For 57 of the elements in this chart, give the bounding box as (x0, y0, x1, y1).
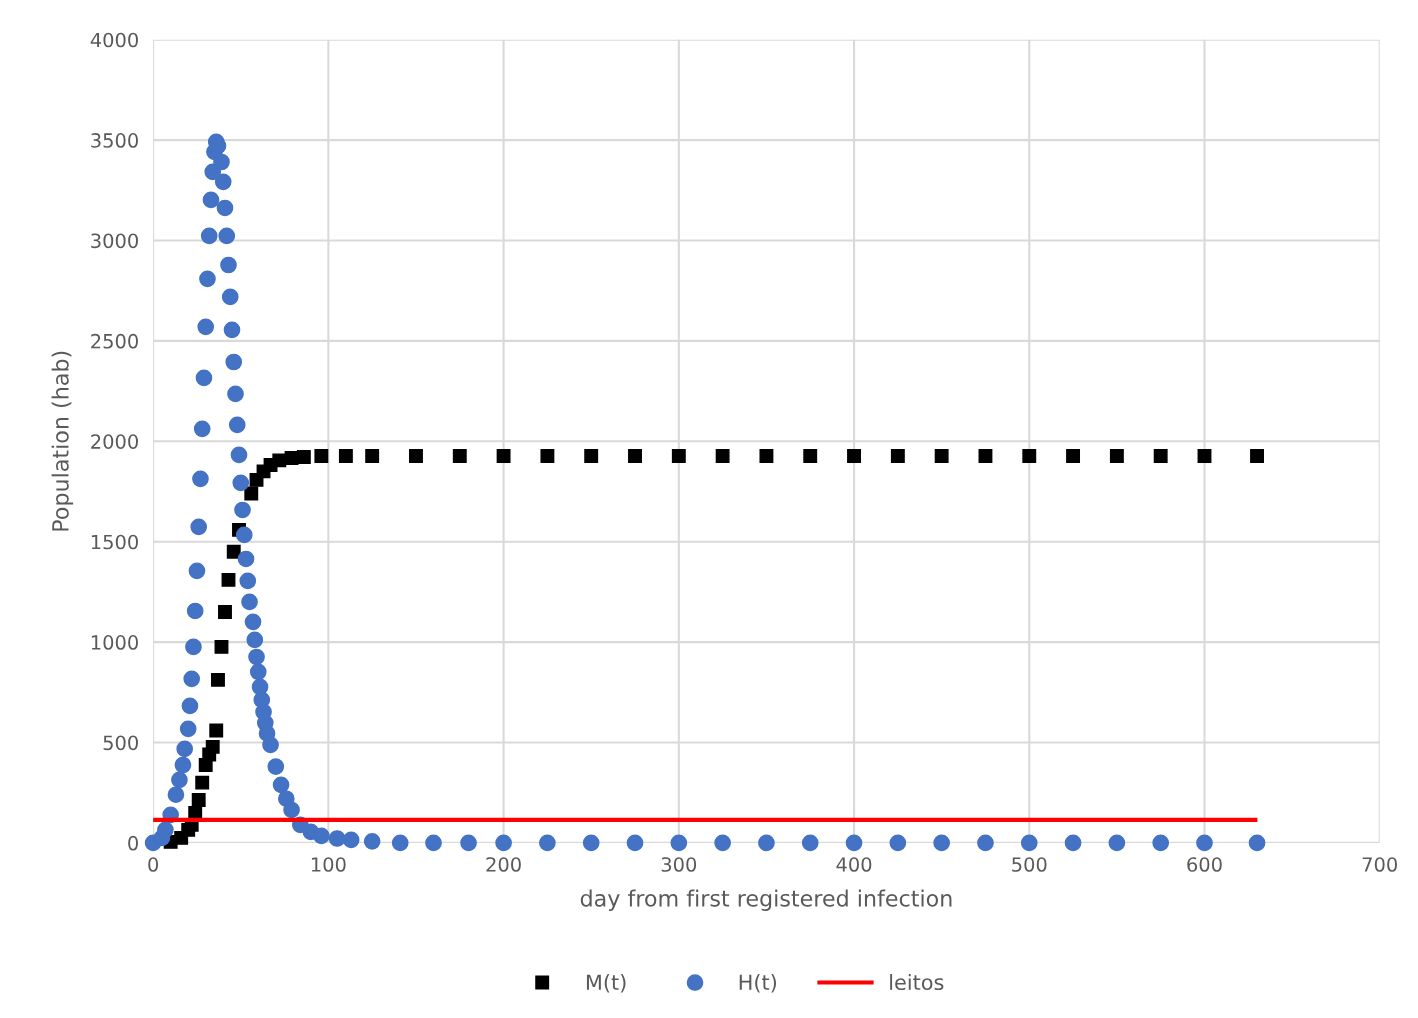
y-axis-title: Population (hab) (51, 351, 74, 531)
x-tick-label: 200 (486, 857, 521, 872)
point (1197, 449, 1212, 463)
point (978, 449, 993, 463)
point (671, 449, 686, 463)
point (628, 449, 642, 463)
y-tick-label: 500 (103, 735, 138, 751)
y-tick-label: 1000 (91, 635, 138, 650)
point (365, 449, 380, 463)
point (540, 449, 555, 463)
point (314, 449, 329, 463)
legend-label: M(t) (586, 974, 626, 993)
point (205, 739, 220, 754)
point (496, 449, 511, 463)
point (1066, 449, 1081, 463)
y-tick-label: 3000 (91, 233, 138, 249)
point (847, 449, 861, 463)
point (244, 486, 259, 501)
point (296, 450, 311, 464)
point (272, 453, 287, 468)
y-tick-label: 3500 (91, 133, 138, 148)
point (211, 672, 225, 687)
point (759, 449, 774, 463)
y-tick-label: 1500 (91, 534, 138, 550)
point (221, 572, 236, 587)
point (338, 449, 353, 463)
point (214, 639, 229, 654)
x-axis-title: day from first registered infection (580, 889, 952, 912)
point (890, 449, 905, 463)
x-tick-label: 0 (148, 857, 159, 872)
point (226, 544, 241, 559)
y-tick-label: 0 (128, 835, 138, 851)
point (1022, 449, 1037, 463)
point (452, 449, 467, 463)
point (409, 449, 423, 463)
point (1153, 449, 1168, 463)
point (195, 775, 210, 790)
point (1109, 449, 1124, 463)
y-tick-label: 2500 (91, 333, 138, 349)
y-tick-label: 4000 (90, 32, 138, 48)
legend-label: H(t) (739, 974, 777, 993)
x-tick-label: 100 (311, 857, 346, 872)
point (191, 792, 206, 807)
point (209, 723, 224, 738)
point (715, 449, 730, 463)
point (584, 449, 599, 463)
x-tick-label: 700 (1362, 857, 1397, 872)
x-tick-label: 400 (836, 857, 872, 872)
y-tick-label: 2000 (91, 434, 138, 449)
legend-label: leitos (890, 974, 944, 991)
point (934, 449, 949, 463)
point (1250, 449, 1265, 463)
point (803, 449, 818, 463)
x-tick-label: 300 (661, 857, 697, 872)
x-tick-label: 500 (1012, 857, 1047, 872)
x-tick-label: 600 (1187, 857, 1222, 872)
point (218, 605, 232, 619)
